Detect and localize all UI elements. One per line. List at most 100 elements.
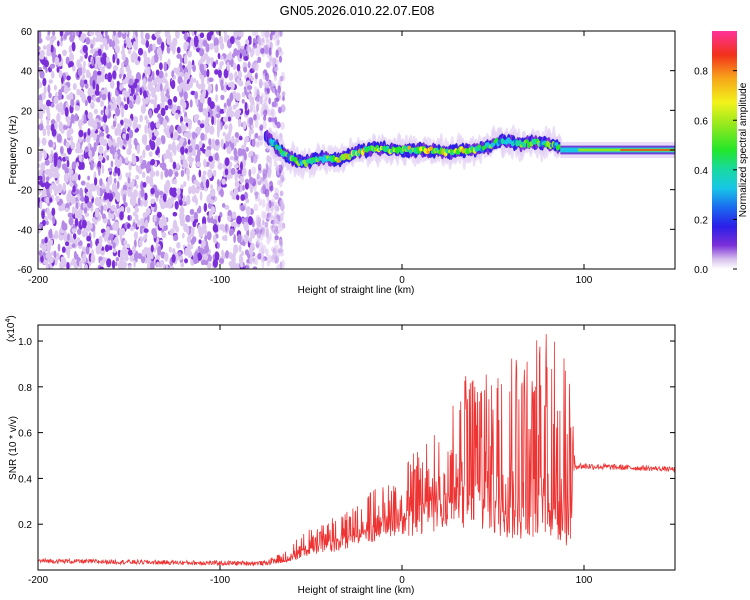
noise-speck bbox=[209, 101, 215, 110]
noise-speck bbox=[236, 194, 240, 201]
noise-speck bbox=[93, 133, 97, 142]
noise-speck bbox=[201, 216, 207, 226]
noise-speck bbox=[92, 79, 96, 90]
noise-speck bbox=[180, 184, 184, 190]
noise-speck bbox=[151, 55, 155, 66]
noise-speck bbox=[128, 129, 134, 139]
noise-speck bbox=[70, 99, 75, 108]
noise-speck bbox=[76, 161, 80, 167]
y-tick-label: 20 bbox=[21, 106, 33, 117]
noise-speck bbox=[276, 264, 281, 269]
noise-speck bbox=[233, 31, 238, 39]
noise-speck bbox=[236, 63, 241, 72]
noise-speck bbox=[240, 204, 246, 212]
noise-speck bbox=[243, 55, 249, 61]
noise-speck bbox=[81, 229, 87, 238]
noise-speck bbox=[206, 231, 212, 241]
noise-speck bbox=[149, 159, 156, 166]
noise-speck bbox=[270, 206, 274, 214]
noise-speck bbox=[123, 193, 126, 204]
snr-line bbox=[38, 334, 675, 567]
noise-speck bbox=[212, 223, 219, 233]
noise-speck bbox=[281, 169, 285, 178]
noise-speck bbox=[279, 177, 283, 188]
noise-speck bbox=[94, 31, 98, 37]
noise-speck bbox=[155, 69, 160, 76]
noise-speck bbox=[214, 152, 219, 161]
noise-speck bbox=[53, 250, 57, 259]
noise-speck bbox=[155, 138, 160, 148]
noise-speck bbox=[116, 148, 121, 155]
noise-speck bbox=[65, 156, 69, 162]
noise-speck bbox=[163, 61, 167, 72]
noise-speck bbox=[179, 62, 183, 69]
noise-speck bbox=[65, 141, 71, 149]
noise-speck bbox=[153, 247, 157, 253]
noise-speck bbox=[95, 83, 100, 92]
noise-speck bbox=[183, 91, 188, 101]
noise-speck bbox=[46, 43, 51, 52]
noise-speck bbox=[163, 152, 167, 161]
noise-speck bbox=[187, 172, 190, 182]
noise-speck bbox=[157, 113, 162, 119]
noise-speck bbox=[222, 224, 226, 233]
noise-speck bbox=[233, 234, 236, 244]
noise-speck bbox=[124, 156, 129, 164]
noise-speck bbox=[225, 133, 231, 142]
noise-speck bbox=[132, 189, 138, 199]
noise-speck bbox=[70, 195, 76, 205]
noise-speck bbox=[71, 243, 76, 248]
noise-speck bbox=[153, 130, 159, 137]
noise-speck bbox=[231, 211, 237, 220]
noise-speck bbox=[183, 116, 189, 123]
noise-speck bbox=[163, 78, 168, 84]
noise-speck bbox=[218, 258, 225, 264]
snr-y-multiplier-exponent: 4 bbox=[5, 319, 12, 323]
noise-speck bbox=[177, 251, 182, 257]
noise-speck bbox=[264, 82, 268, 89]
noise-speck bbox=[222, 116, 229, 123]
noise-speck bbox=[239, 161, 243, 171]
noise-speck bbox=[134, 60, 140, 66]
noise-speck bbox=[247, 216, 253, 226]
noise-speck bbox=[225, 250, 230, 259]
noise-speck bbox=[59, 40, 63, 47]
noise-speck bbox=[179, 216, 185, 227]
noise-speck bbox=[212, 169, 217, 178]
noise-speck bbox=[69, 52, 75, 63]
noise-speck bbox=[56, 40, 60, 47]
noise-speck bbox=[242, 121, 247, 130]
noise-speck bbox=[90, 43, 94, 49]
noise-speck bbox=[279, 199, 285, 207]
noise-speck bbox=[229, 36, 235, 45]
noise-speck bbox=[84, 212, 90, 217]
noise-speck bbox=[82, 202, 88, 209]
noise-speck bbox=[99, 266, 104, 269]
x-tick-label: 100 bbox=[576, 575, 593, 586]
noise-speck bbox=[177, 125, 182, 134]
noise-speck bbox=[178, 137, 183, 148]
noise-speck bbox=[167, 98, 173, 106]
noise-speck bbox=[274, 116, 278, 126]
noise-speck bbox=[140, 31, 144, 40]
noise-speck bbox=[217, 215, 221, 223]
noise-speck bbox=[204, 229, 208, 236]
noise-speck bbox=[126, 96, 130, 105]
spectrogram-y-label: Frequency (Hz) bbox=[8, 116, 19, 185]
noise-speck bbox=[115, 256, 120, 262]
noise-speck bbox=[229, 92, 234, 102]
noise-speck bbox=[133, 53, 138, 60]
noise-speck bbox=[81, 74, 86, 81]
noise-speck bbox=[47, 168, 51, 175]
x-tick-label: 0 bbox=[399, 575, 405, 586]
noise-speck bbox=[164, 84, 168, 93]
noise-speck bbox=[139, 217, 144, 227]
noise-speck bbox=[217, 69, 222, 78]
noise-speck bbox=[246, 85, 253, 91]
noise-speck bbox=[250, 229, 256, 239]
noise-speck bbox=[155, 149, 160, 156]
noise-speck bbox=[65, 241, 70, 247]
noise-speck bbox=[202, 176, 206, 183]
noise-speck bbox=[64, 106, 69, 117]
noise-speck bbox=[169, 229, 175, 236]
